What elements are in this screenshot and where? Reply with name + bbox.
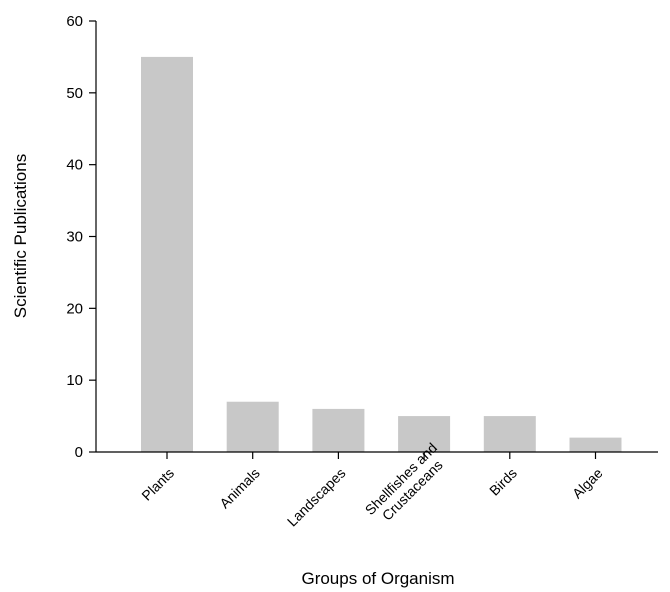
x-axis-title: Groups of Organism — [301, 569, 454, 588]
y-tick-label: 20 — [66, 300, 83, 317]
x-tick-label-line: Birds — [486, 465, 520, 499]
x-tick-label-line: Landscapes — [284, 465, 349, 530]
bar-plants — [141, 56, 193, 453]
bar-animals — [226, 401, 279, 452]
bar-algae — [569, 437, 622, 452]
y-tick-label: 40 — [66, 157, 83, 174]
x-tick-label: Plants — [138, 465, 177, 504]
y-axis-ticks: 0 10 20 30 40 50 60 — [66, 13, 96, 461]
y-tick-label: 60 — [66, 13, 83, 30]
x-tick-label: Shellfishes andCrustaceans — [362, 440, 452, 530]
x-tick-label-line: Animals — [216, 465, 263, 512]
y-tick-label: 30 — [66, 229, 83, 246]
plot-area: 0 10 20 30 40 50 60 Plants Animals Landscapes She… — [66, 13, 658, 530]
x-tick-label: Animals — [216, 465, 263, 512]
bars-group — [141, 56, 622, 453]
x-tick-label: Algae — [569, 465, 606, 502]
x-tick-label: Birds — [486, 465, 520, 499]
bar-birds — [483, 416, 536, 452]
y-tick-label: 10 — [66, 372, 83, 389]
y-tick-label: 50 — [66, 85, 83, 102]
x-axis-ticks: Plants Animals Landscapes Shellfishes andCr… — [138, 440, 605, 530]
bar-landscapes — [312, 408, 365, 452]
x-tick-label: Landscapes — [284, 465, 349, 530]
x-tick-label-line: Algae — [569, 465, 606, 502]
y-tick-label: 0 — [75, 444, 83, 461]
y-axis-title: Scientific Publications — [11, 154, 30, 318]
bar-shellfishes-and-crustaceans — [398, 416, 451, 452]
x-tick-label-line: Plants — [138, 465, 177, 504]
